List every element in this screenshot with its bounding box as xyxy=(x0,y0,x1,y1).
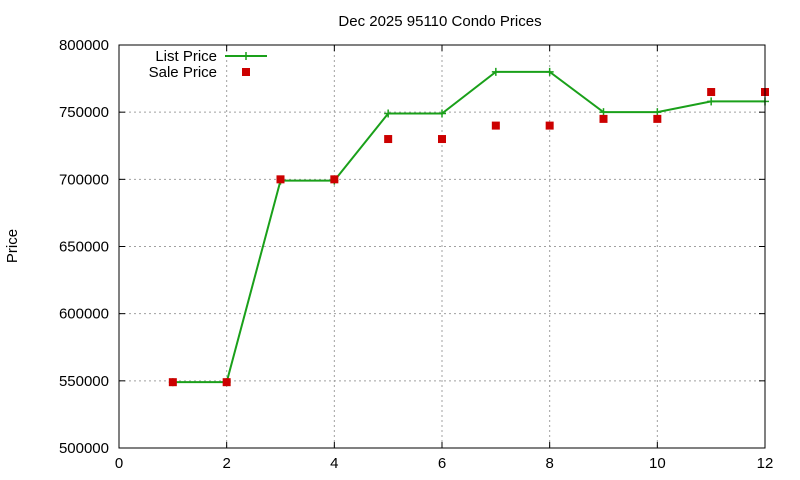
x-tick-label: 0 xyxy=(115,455,123,472)
legend-sale-price-swatch-marker xyxy=(242,68,250,76)
plot-series xyxy=(168,67,769,387)
x-tick-label: 2 xyxy=(222,455,230,472)
y-tick-label: 600000 xyxy=(59,306,109,323)
x-tick-label: 4 xyxy=(330,455,338,472)
legend-sale-price-label: Sale Price xyxy=(149,64,217,81)
x-tick-label: 8 xyxy=(545,455,553,472)
list-price-point xyxy=(491,67,500,76)
legend-list-price-label: List Price xyxy=(155,48,217,65)
grid xyxy=(119,45,765,448)
sale-price-point xyxy=(276,175,285,184)
chart-title: Dec 2025 95110 Condo Prices xyxy=(338,13,541,30)
legend-list-price-swatch-marker xyxy=(242,52,250,60)
series-list-price xyxy=(168,67,769,387)
y-tick-label: 650000 xyxy=(59,239,109,256)
legend-sale-price: Sale Price xyxy=(149,64,250,81)
y-tick-label: 700000 xyxy=(59,171,109,188)
list-price-line xyxy=(172,70,765,384)
y-axis-label: Price xyxy=(4,229,21,263)
list-price-point xyxy=(438,109,446,118)
sale-price-point xyxy=(653,114,662,123)
y-tick-label: 800000 xyxy=(59,37,109,54)
x-tick-label: 12 xyxy=(757,455,774,472)
list-price-point xyxy=(653,108,662,117)
sale-price-point xyxy=(384,135,393,144)
sale-price-point xyxy=(438,135,446,144)
y-tick-label: 750000 xyxy=(59,104,109,121)
sale-price-point xyxy=(491,121,500,130)
x-tick-label: 10 xyxy=(649,455,666,472)
sale-price-point xyxy=(545,121,554,130)
legend-list-price: List Price xyxy=(155,48,267,65)
axis-ticks: 500000 550000 600000 650000 700000 750000 8000… xyxy=(59,37,773,472)
sale-price-point xyxy=(707,88,716,97)
list-price-point xyxy=(384,109,393,118)
sale-price-point xyxy=(330,175,339,184)
y-tick-label: 550000 xyxy=(59,373,109,390)
list-price-point xyxy=(707,97,716,106)
sale-price-point xyxy=(599,114,608,123)
y-tick-label: 500000 xyxy=(59,440,109,457)
series-sale-price xyxy=(168,88,769,387)
sale-price-point xyxy=(222,378,231,387)
sale-price-point xyxy=(168,378,177,387)
plot-frame xyxy=(118,44,766,449)
x-tick-label: 6 xyxy=(438,455,446,472)
list-price-point xyxy=(599,108,608,117)
list-price-point xyxy=(545,67,554,76)
